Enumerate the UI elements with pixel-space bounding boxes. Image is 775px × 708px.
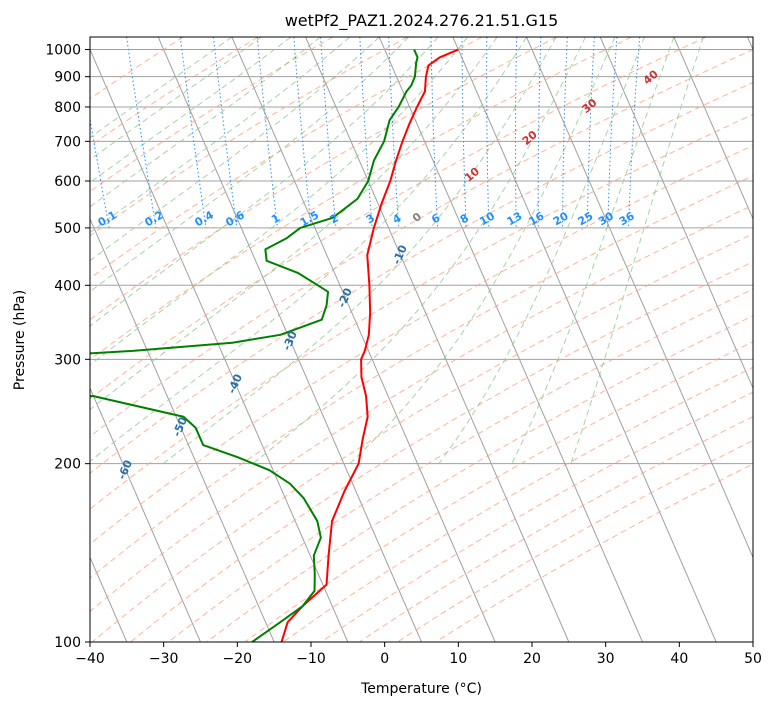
moist-adiabat-line	[570, 37, 704, 464]
x-tick-label: 0	[380, 651, 389, 667]
y-tick-label: 1000	[45, 43, 81, 59]
x-tick-label: −30	[149, 651, 179, 667]
y-tick-label: 400	[54, 278, 81, 294]
isotherm-line	[90, 217, 275, 642]
x-tick-label: −40	[75, 651, 105, 667]
x-tick-label: −10	[296, 651, 326, 667]
dry-adiabat-line	[90, 144, 753, 545]
mixing-ratio-line	[213, 37, 238, 228]
chart-title: wetPf2_PAZ1.2024.276.21.51.G15	[285, 11, 559, 31]
y-tick-label: 200	[54, 457, 81, 473]
dry-adiabat-line	[90, 37, 558, 321]
moist-adiabat-line	[438, 37, 645, 464]
dry-adiabat-line	[90, 37, 632, 361]
mixing-ratio-lines	[90, 37, 641, 228]
moist-adiabat-line	[90, 37, 262, 161]
isotherm-line	[231, 37, 496, 642]
dry-adiabat-lines	[90, 37, 753, 642]
x-tick-label: −20	[223, 651, 253, 667]
moist-adiabat-line	[162, 37, 557, 465]
dry-adiabat-line	[435, 463, 753, 642]
moist-adiabat-line	[349, 37, 616, 465]
mixing-ratio-line	[90, 115, 110, 228]
moist-adiabat-line	[90, 37, 468, 366]
dry-adiabat-line	[282, 366, 753, 642]
moist-adiabat-line	[90, 37, 380, 262]
plot-area: -100-90-80-70-60-50-40-30-20-100.10.20.4…	[90, 37, 753, 642]
dry-adiabat-line	[90, 81, 753, 474]
mixing-ratio-line	[126, 37, 157, 228]
dry-adiabat-line	[90, 113, 753, 510]
y-tick-label: 700	[54, 134, 81, 150]
y-tick-label: 100	[54, 635, 81, 651]
y-tick-label: 500	[54, 221, 81, 237]
x-tick-label: 30	[597, 651, 615, 667]
moist-adiabat-line	[90, 37, 321, 208]
y-tick-label: 600	[54, 174, 81, 190]
dry-adiabat-line	[359, 416, 753, 642]
isotherm-line	[673, 37, 753, 221]
isotherm-line	[157, 37, 422, 642]
dewpoint-profile-line	[90, 49, 419, 642]
isotherm-line	[599, 37, 753, 390]
temperature-profile-line	[280, 48, 459, 642]
plot-frame	[89, 36, 754, 643]
isotherm-line	[452, 37, 717, 642]
y-axis-ticks: 100 200 300 400 500 600 700 800 900 1000	[45, 43, 90, 651]
isobar-grid	[90, 49, 753, 642]
isotherm-line	[378, 37, 643, 642]
moist-adiabat-line	[90, 37, 498, 411]
x-tick-label: 50	[744, 651, 762, 667]
sounding-profiles	[90, 48, 459, 642]
y-tick-label: 900	[54, 70, 81, 86]
x-axis-label: Temperature (°C)	[360, 681, 482, 697]
isotherm-line	[526, 37, 753, 559]
x-tick-label: 20	[523, 651, 541, 667]
moist-adiabat-line	[90, 37, 410, 293]
moist-adiabat-line	[511, 37, 675, 464]
moist-adiabat-line	[90, 37, 233, 139]
mixing-ratio-line	[179, 37, 207, 228]
dry-adiabat-line	[90, 37, 333, 193]
dry-adiabat-line	[244, 341, 753, 642]
x-axis-ticks: −40 −30 −20 −10 0 10 20 30 40 50	[75, 642, 762, 667]
isotherm-line	[90, 386, 201, 642]
y-axis-label: Pressure (hPa)	[12, 290, 28, 390]
dry-adiabat-line	[90, 175, 753, 579]
y-tick-label: 300	[54, 352, 81, 368]
dry-adiabat-line	[90, 49, 753, 438]
dry-adiabat-line	[90, 204, 753, 613]
moist-adiabat-line	[90, 37, 527, 463]
moist-adiabat-line	[90, 37, 292, 184]
dry-adiabat-line	[91, 233, 753, 642]
x-tick-label: 10	[449, 651, 467, 667]
x-tick-label: 40	[670, 651, 688, 667]
y-tick-label: 800	[54, 100, 81, 116]
isotherm-line	[90, 48, 349, 642]
dry-adiabat-line	[320, 391, 753, 642]
dry-adiabat-line	[397, 439, 753, 642]
